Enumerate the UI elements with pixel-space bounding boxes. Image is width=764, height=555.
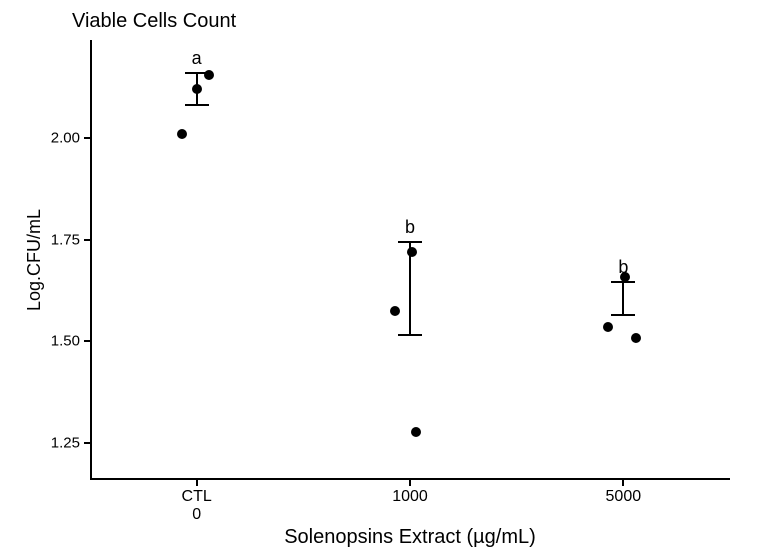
y-tick-mark (84, 137, 90, 139)
x-tick-mark (196, 480, 198, 486)
error-cap (611, 314, 635, 316)
chart-container: Viable Cells Count Log.CFU/mL Solenopsin… (0, 0, 764, 555)
y-tick-label: 2.00 (51, 129, 80, 146)
x-tick-label: 5000 (606, 488, 642, 506)
y-tick-label: 1.75 (51, 231, 80, 248)
data-point (192, 84, 202, 94)
data-point (411, 427, 421, 437)
error-cap (398, 241, 422, 243)
x-tick-label: CTL 0 (182, 488, 212, 524)
data-point (177, 129, 187, 139)
significance-label: b (405, 217, 415, 238)
y-tick-mark (84, 442, 90, 444)
chart-title: Viable Cells Count (72, 10, 236, 33)
y-tick-label: 1.25 (51, 435, 80, 452)
y-tick-label: 1.50 (51, 333, 80, 350)
y-tick-mark (84, 340, 90, 342)
y-axis-label: Log.CFU/mL (24, 209, 45, 311)
error-bar (622, 282, 624, 315)
error-cap (398, 334, 422, 336)
data-point (603, 322, 613, 332)
error-cap (185, 104, 209, 106)
significance-label: a (192, 48, 202, 69)
data-point (407, 247, 417, 257)
x-tick-mark (409, 480, 411, 486)
x-tick-label: 1000 (392, 488, 428, 506)
data-point (631, 333, 641, 343)
x-tick-mark (622, 480, 624, 486)
data-point (390, 306, 400, 316)
x-axis-label: Solenopsins Extract (µg/mL) (284, 526, 536, 549)
y-tick-mark (84, 239, 90, 241)
data-point (204, 70, 214, 80)
significance-label: b (618, 257, 628, 278)
